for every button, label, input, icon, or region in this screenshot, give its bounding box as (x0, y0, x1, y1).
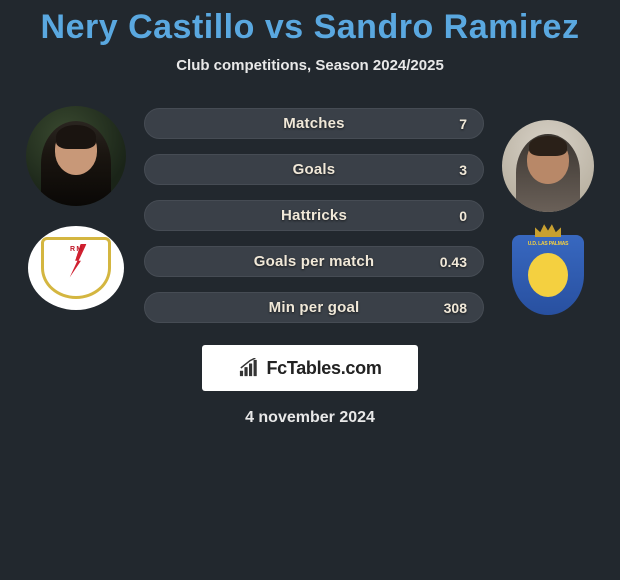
player-left-avatar (26, 106, 126, 206)
stat-label: Min per goal (269, 299, 360, 316)
stat-value-right: 0.43 (440, 254, 467, 270)
stat-row-goals-per-match: Goals per match 0.43 (144, 246, 484, 277)
brand-name: FcTables.com (266, 358, 381, 379)
stat-row-min-per-goal: Min per goal 308 (144, 292, 484, 323)
stats-list: Matches 7 Goals 3 Hattricks 0 Goals per … (144, 102, 484, 323)
stat-label: Goals (293, 161, 336, 178)
player-right-avatar (502, 120, 594, 212)
las-palmas-crest: U.D. LAS PALMAS (512, 235, 584, 315)
player-left-silhouette (41, 121, 111, 206)
stat-row-matches: Matches 7 (144, 108, 484, 139)
las-palmas-crest-inner (528, 253, 568, 297)
comparison-body: R M Matches 7 Goals 3 Hattricks 0 Goals … (0, 102, 620, 323)
stat-row-goals: Goals 3 (144, 154, 484, 185)
brand-box: FcTables.com (202, 345, 418, 391)
subtitle: Club competitions, Season 2024/2025 (0, 57, 620, 74)
date-label: 4 november 2024 (0, 409, 620, 427)
stat-label: Matches (283, 115, 344, 132)
stat-value-right: 308 (444, 300, 467, 316)
stat-value-right: 3 (459, 162, 467, 178)
comparison-card: Nery Castillo vs Sandro Ramirez Club com… (0, 0, 620, 427)
stat-value-right: 7 (459, 116, 467, 132)
page-title: Nery Castillo vs Sandro Ramirez (0, 8, 620, 47)
player-right-silhouette (516, 134, 580, 212)
club-left-badge: R M (28, 226, 124, 310)
las-palmas-crest-label: U.D. LAS PALMAS (512, 241, 584, 247)
rayo-vallecano-crest: R M (41, 237, 111, 299)
club-right-badge: U.D. LAS PALMAS (505, 232, 591, 318)
stat-label: Hattricks (281, 207, 347, 224)
rayo-crest-label: R M (44, 246, 108, 253)
fctables-chart-icon (238, 358, 260, 378)
right-player-column: U.D. LAS PALMAS (502, 102, 594, 318)
stat-row-hattricks: Hattricks 0 (144, 200, 484, 231)
stat-label: Goals per match (254, 253, 375, 270)
left-player-column: R M (26, 102, 126, 310)
stat-value-right: 0 (459, 208, 467, 224)
